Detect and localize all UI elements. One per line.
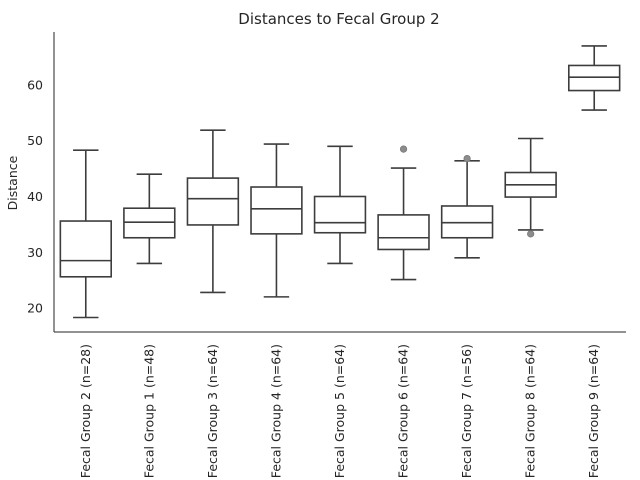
box [313,195,367,234]
box [440,205,494,239]
x-tick-label: Fecal Group 9 (n=64) [586,344,601,478]
outlier-point [463,154,471,163]
plot-area: 20 30 40 50 60 Fecal Group 2 (n=28) Fecal Grou… [27,32,626,478]
x-tick-label: Fecal Group 6 (n=64) [396,344,411,478]
x-tick-label: Fecal Group 4 (n=64) [268,344,283,478]
box [59,220,113,278]
box [250,186,303,235]
y-tick-label: 20 [27,301,43,316]
outlier-point [399,145,408,153]
x-tick-label: Fecal Group 1 (n=48) [141,344,156,478]
box [377,214,430,251]
x-tick-label: Fecal Group 2 (n=28) [78,344,93,478]
box [186,177,240,226]
y-tick-label: 30 [27,245,43,260]
y-axis-label: Distance [5,155,20,210]
y-tick-label: 60 [27,77,43,92]
box [123,207,176,239]
box [567,64,621,92]
x-tick-label: Fecal Group 5 (n=64) [332,344,347,478]
outlier-point [527,230,535,238]
x-tick-label: Fecal Group 7 (n=56) [459,344,474,478]
y-tick-label: 50 [27,133,43,148]
y-tick-label: 40 [27,189,43,204]
x-tick-label: Fecal Group 3 (n=64) [205,344,220,478]
chart-title: Distances to Fecal Group 2 [238,10,439,28]
x-tick-label: Fecal Group 8 (n=64) [523,344,538,478]
